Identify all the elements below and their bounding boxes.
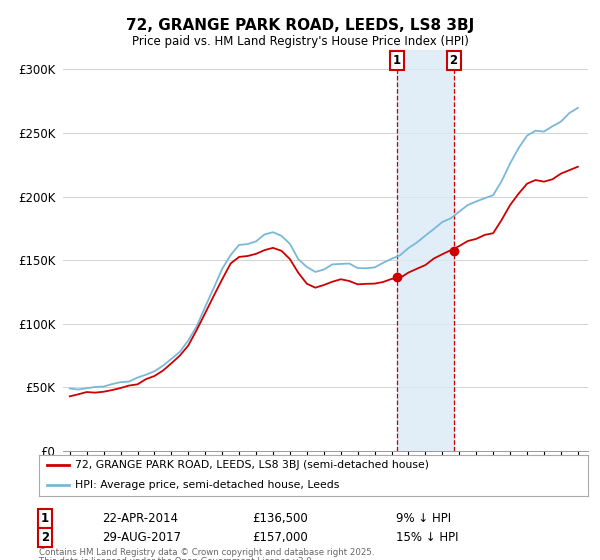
Text: 1: 1 (393, 54, 401, 67)
Bar (397, 50, 454, 451)
Text: This data is licensed under the Open Government Licence v3.0.: This data is licensed under the Open Gov… (39, 557, 314, 560)
Text: Contains HM Land Registry data © Crown copyright and database right 2025.: Contains HM Land Registry data © Crown c… (39, 548, 374, 557)
Text: £136,500: £136,500 (252, 512, 308, 525)
Text: 15% ↓ HPI: 15% ↓ HPI (396, 531, 458, 544)
Text: 72, GRANGE PARK ROAD, LEEDS, LS8 3BJ: 72, GRANGE PARK ROAD, LEEDS, LS8 3BJ (126, 18, 474, 32)
Text: HPI: Average price, semi-detached house, Leeds: HPI: Average price, semi-detached house,… (74, 480, 339, 491)
Text: 9% ↓ HPI: 9% ↓ HPI (396, 512, 451, 525)
Text: 72, GRANGE PARK ROAD, LEEDS, LS8 3BJ (semi-detached house): 72, GRANGE PARK ROAD, LEEDS, LS8 3BJ (se… (74, 460, 428, 470)
Text: 2: 2 (449, 54, 458, 67)
Text: Price paid vs. HM Land Registry's House Price Index (HPI): Price paid vs. HM Land Registry's House … (131, 35, 469, 49)
Text: 1: 1 (41, 512, 49, 525)
Text: £157,000: £157,000 (252, 531, 308, 544)
Text: 2: 2 (41, 531, 49, 544)
Text: 29-AUG-2017: 29-AUG-2017 (102, 531, 181, 544)
Text: 22-APR-2014: 22-APR-2014 (102, 512, 178, 525)
